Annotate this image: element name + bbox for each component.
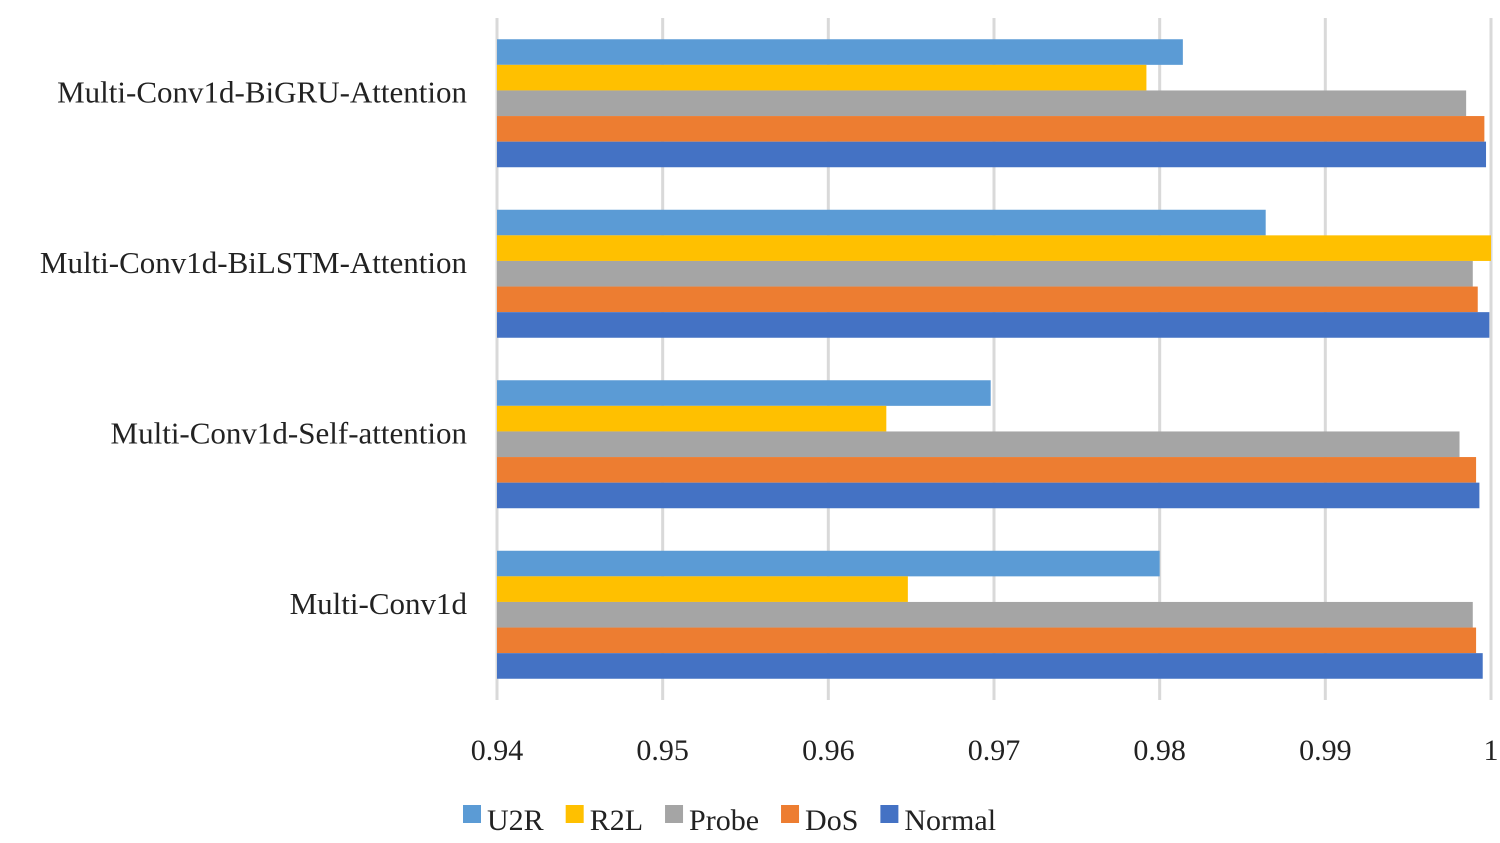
bar-dos-2 (497, 457, 1477, 483)
bar-u2r-3 (497, 550, 1160, 577)
bar-dos-3 (497, 627, 1477, 654)
bar-dos-0 (497, 116, 1485, 142)
x-tick-label: 0.98 (1133, 734, 1186, 767)
legend: U2R R2L Probe DoS Normal (463, 804, 996, 837)
bar-r2l-0 (497, 64, 1147, 91)
category-label: Multi-Conv1d-BiLSTM-Attention (40, 245, 468, 280)
x-tick-label: 0.95 (636, 734, 689, 767)
bar-probe-2 (497, 431, 1460, 458)
legend-label-dos: DoS (805, 804, 858, 837)
x-tick-label: 0.97 (968, 734, 1021, 767)
x-tick-label: 1 (1484, 734, 1499, 767)
bar-normal-2 (497, 482, 1480, 509)
bar-normal-0 (497, 141, 1487, 168)
bar-layer (497, 39, 1491, 679)
legend-swatch-r2l (565, 805, 584, 823)
legend-swatch-dos (781, 805, 800, 823)
category-labels: Multi-Conv1d-BiGRU-Attention Multi-Conv1d… (40, 74, 468, 621)
x-tick-label: 0.94 (471, 734, 524, 767)
category-label: Multi-Conv1d-BiGRU-Attention (57, 74, 467, 109)
x-tick-label: 0.96 (802, 734, 855, 767)
bar-r2l-1 (497, 235, 1491, 261)
legend-swatch-probe (665, 805, 684, 823)
bar-r2l-3 (497, 576, 908, 602)
bar-probe-0 (497, 90, 1467, 117)
legend-swatch-u2r (463, 805, 481, 823)
bar-u2r-0 (497, 39, 1183, 65)
bar-u2r-2 (497, 380, 991, 406)
legend-label-normal: Normal (904, 804, 996, 837)
category-label: Multi-Conv1d-Self-attention (111, 415, 468, 450)
bar-normal-1 (497, 312, 1490, 338)
legend-label-probe: Probe (689, 804, 759, 837)
legend-swatch-normal (880, 805, 899, 823)
category-label: Multi-Conv1d (290, 586, 468, 621)
legend-label-u2r: U2R (487, 804, 544, 837)
x-axis-tick-labels: 0.94 0.95 0.96 0.97 0.98 0.99 1 (471, 734, 1499, 767)
bar-r2l-2 (497, 405, 887, 432)
x-tick-label: 0.99 (1299, 734, 1352, 767)
bar-probe-3 (497, 601, 1473, 628)
legend-label-r2l: R2L (590, 804, 643, 837)
bar-u2r-1 (497, 209, 1266, 236)
bar-normal-3 (497, 653, 1483, 679)
bar-dos-1 (497, 286, 1478, 313)
bar-probe-1 (497, 260, 1473, 287)
